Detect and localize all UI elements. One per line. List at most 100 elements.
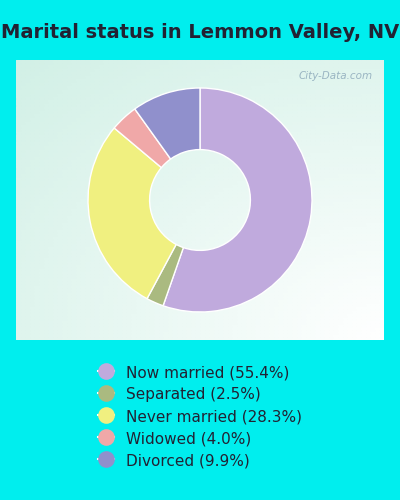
Bar xyxy=(366,92,370,95)
Bar xyxy=(145,193,149,196)
Bar xyxy=(122,95,126,98)
Bar xyxy=(338,333,342,336)
Bar xyxy=(228,137,232,140)
Bar xyxy=(232,319,237,322)
Bar xyxy=(306,277,310,280)
Bar xyxy=(71,123,76,126)
Bar xyxy=(329,162,333,165)
Bar xyxy=(242,162,246,165)
Bar xyxy=(191,74,195,78)
Bar xyxy=(177,84,182,88)
Bar xyxy=(264,116,269,119)
Bar xyxy=(223,120,228,123)
Bar xyxy=(370,74,375,78)
Bar xyxy=(113,294,117,298)
Bar xyxy=(347,67,352,70)
Bar xyxy=(158,134,163,137)
Bar xyxy=(310,214,315,218)
Bar xyxy=(39,116,44,119)
Bar xyxy=(232,294,237,298)
Bar xyxy=(182,319,186,322)
Bar xyxy=(103,277,108,280)
Bar xyxy=(163,193,168,196)
Bar xyxy=(30,256,34,260)
Bar xyxy=(16,137,21,140)
Bar xyxy=(168,168,172,172)
Bar xyxy=(301,190,306,193)
Bar xyxy=(71,109,76,112)
Bar xyxy=(214,260,218,263)
Bar xyxy=(131,81,136,84)
Bar xyxy=(329,130,333,134)
Bar xyxy=(177,148,182,151)
Bar xyxy=(177,260,182,263)
Bar xyxy=(94,218,99,221)
Bar xyxy=(113,126,117,130)
Bar xyxy=(260,214,264,218)
Bar xyxy=(204,312,209,316)
Bar xyxy=(334,302,338,305)
Bar xyxy=(117,288,122,291)
Bar xyxy=(315,280,320,284)
Bar xyxy=(296,84,301,88)
Bar xyxy=(237,67,241,70)
Bar xyxy=(301,144,306,148)
Bar xyxy=(228,140,232,144)
Bar xyxy=(278,266,283,270)
Bar xyxy=(158,196,163,200)
Bar xyxy=(182,249,186,252)
Bar xyxy=(200,88,204,92)
Bar xyxy=(283,238,287,242)
Bar xyxy=(218,67,223,70)
Bar xyxy=(342,74,347,78)
Bar xyxy=(103,260,108,263)
Bar xyxy=(324,274,329,277)
Bar xyxy=(375,210,379,214)
Bar xyxy=(62,249,67,252)
Bar xyxy=(150,302,154,305)
Bar xyxy=(278,98,283,102)
Bar xyxy=(278,298,283,302)
Bar xyxy=(204,308,209,312)
Bar xyxy=(324,308,329,312)
Bar xyxy=(140,232,145,235)
Bar xyxy=(44,330,48,333)
Bar xyxy=(30,336,34,340)
Bar xyxy=(288,291,292,294)
Bar xyxy=(347,274,352,277)
Bar xyxy=(209,228,214,232)
Bar xyxy=(375,224,379,228)
Bar xyxy=(136,305,140,308)
Bar xyxy=(150,158,154,162)
Bar xyxy=(228,112,232,116)
Bar xyxy=(250,291,255,294)
Bar xyxy=(163,60,168,64)
Bar xyxy=(214,186,218,190)
Bar xyxy=(158,252,163,256)
Bar xyxy=(283,154,287,158)
Bar xyxy=(214,120,218,123)
Bar xyxy=(145,74,149,78)
Bar xyxy=(34,322,39,326)
Bar xyxy=(237,92,241,95)
Bar xyxy=(62,322,67,326)
Bar xyxy=(315,214,320,218)
Bar xyxy=(269,130,274,134)
Bar xyxy=(320,151,324,154)
Bar xyxy=(108,204,113,207)
Bar xyxy=(168,266,172,270)
Bar xyxy=(370,204,375,207)
Bar xyxy=(347,288,352,291)
Bar xyxy=(338,123,342,126)
Bar xyxy=(117,106,122,109)
Bar xyxy=(204,266,209,270)
Bar xyxy=(186,200,191,203)
Bar xyxy=(94,200,99,203)
Bar xyxy=(315,305,320,308)
Bar xyxy=(296,154,301,158)
Bar xyxy=(66,238,71,242)
Bar xyxy=(320,190,324,193)
Bar xyxy=(292,280,296,284)
Bar xyxy=(16,176,21,179)
Bar xyxy=(200,112,204,116)
